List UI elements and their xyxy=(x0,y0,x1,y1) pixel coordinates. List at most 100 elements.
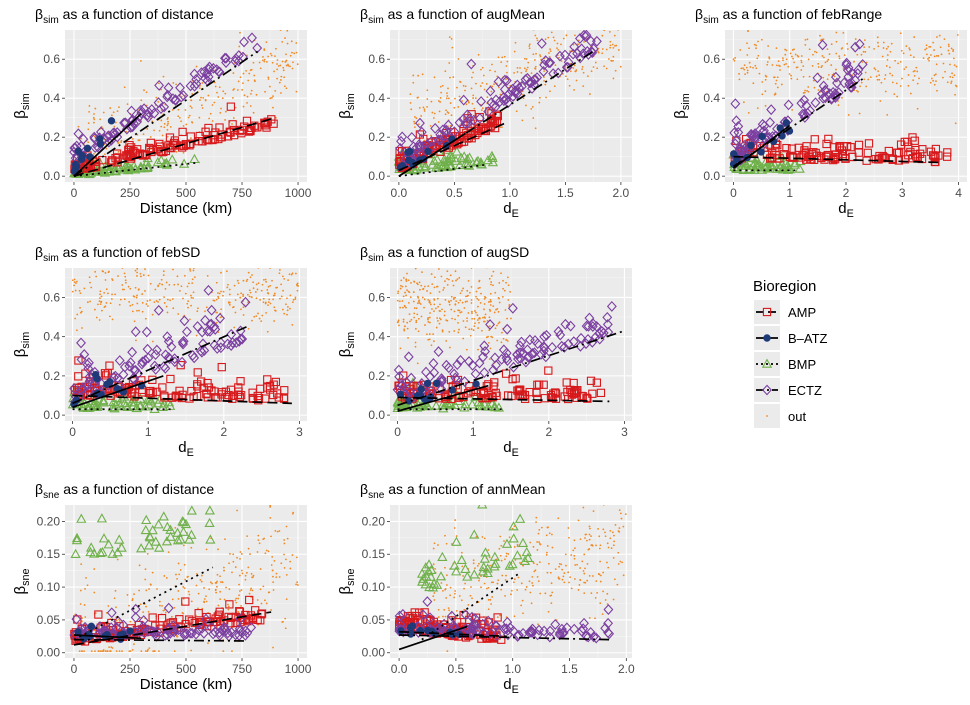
point-out xyxy=(431,308,433,310)
point-out xyxy=(466,320,469,322)
point-ectz xyxy=(185,627,196,639)
point-out xyxy=(935,25,937,27)
point-ectz xyxy=(799,94,810,106)
point-out xyxy=(548,52,550,54)
point-out xyxy=(199,99,201,101)
point-out xyxy=(857,90,859,93)
point-out xyxy=(416,362,419,365)
point-bmp xyxy=(141,157,152,167)
point-out xyxy=(87,128,90,131)
point-amp xyxy=(479,388,488,397)
point-out xyxy=(123,272,126,275)
point-out xyxy=(289,307,291,310)
point-ectz xyxy=(234,623,245,635)
point-out xyxy=(734,56,737,59)
point-amp xyxy=(185,141,194,150)
point-out xyxy=(417,123,420,126)
point-out xyxy=(280,79,282,81)
point-out xyxy=(182,125,185,127)
point-out xyxy=(546,551,548,554)
point-out xyxy=(922,57,925,60)
point-out xyxy=(942,76,944,79)
point-ectz xyxy=(554,627,565,639)
point-out xyxy=(195,584,198,587)
point-ectz xyxy=(553,326,564,337)
point-out xyxy=(253,315,256,318)
legend-item-amp: AMP xyxy=(754,300,816,324)
point-out xyxy=(182,544,185,547)
point-out xyxy=(531,106,534,108)
point-out xyxy=(526,66,529,69)
point-ectz xyxy=(110,370,121,382)
series-ectz xyxy=(69,602,257,642)
point-out xyxy=(947,49,950,52)
point-ectz xyxy=(503,97,514,109)
point-out xyxy=(582,570,585,572)
point-bmp xyxy=(178,158,190,168)
point-amp xyxy=(279,393,289,403)
point-bmp xyxy=(522,552,534,562)
point-out xyxy=(444,70,447,73)
point-out xyxy=(435,285,438,288)
point-out xyxy=(117,150,120,153)
point-out xyxy=(164,287,167,290)
point-out xyxy=(171,109,174,111)
point-out xyxy=(746,42,748,45)
point-out xyxy=(94,270,97,273)
point-ectz xyxy=(196,67,207,79)
point-amp xyxy=(102,371,111,380)
point-out xyxy=(444,280,446,283)
point-out xyxy=(464,85,467,88)
panel-title: βsim as a function of febRange xyxy=(695,6,882,26)
point-out xyxy=(445,109,447,112)
point-out xyxy=(928,46,931,48)
point-out xyxy=(561,568,564,571)
point-out xyxy=(98,297,101,300)
point-ectz xyxy=(217,625,228,636)
point-out xyxy=(414,341,417,344)
point-out xyxy=(280,295,283,298)
point-out xyxy=(240,569,243,572)
point-amp xyxy=(165,143,175,152)
point-out xyxy=(216,580,218,583)
point-out xyxy=(544,38,547,41)
point-out xyxy=(444,534,446,537)
point-out xyxy=(489,292,492,295)
point-ectz xyxy=(234,335,245,347)
point-out xyxy=(250,93,252,95)
point-amp xyxy=(514,387,524,396)
point-ectz xyxy=(406,372,417,384)
point-out xyxy=(747,30,749,33)
point-bmp xyxy=(116,393,128,403)
point-out xyxy=(87,122,90,125)
point-out xyxy=(493,83,495,86)
point-out xyxy=(160,125,163,128)
point-out xyxy=(100,295,103,298)
point-out xyxy=(93,629,96,632)
point-out xyxy=(156,588,158,590)
point-amp xyxy=(848,152,857,162)
point-out xyxy=(439,97,442,99)
point-out xyxy=(562,37,565,40)
point-out xyxy=(566,78,569,81)
point-out xyxy=(104,272,107,274)
legend-label: AMP xyxy=(788,305,816,320)
point-out xyxy=(429,292,432,295)
point-ectz xyxy=(193,624,204,636)
x-axis-label: Distance (km) xyxy=(140,676,233,693)
point-b-atz xyxy=(126,627,134,635)
point-out xyxy=(517,576,520,579)
point-out xyxy=(93,153,95,155)
point-ectz xyxy=(548,68,559,80)
fit-line-amp xyxy=(72,394,292,405)
point-out xyxy=(276,68,279,71)
point-out xyxy=(161,604,163,607)
point-amp xyxy=(583,394,592,403)
point-out xyxy=(427,338,430,341)
point-out xyxy=(437,608,440,611)
point-out xyxy=(159,604,161,607)
point-out xyxy=(402,318,405,321)
point-ectz xyxy=(520,356,531,368)
point-out xyxy=(259,67,262,70)
